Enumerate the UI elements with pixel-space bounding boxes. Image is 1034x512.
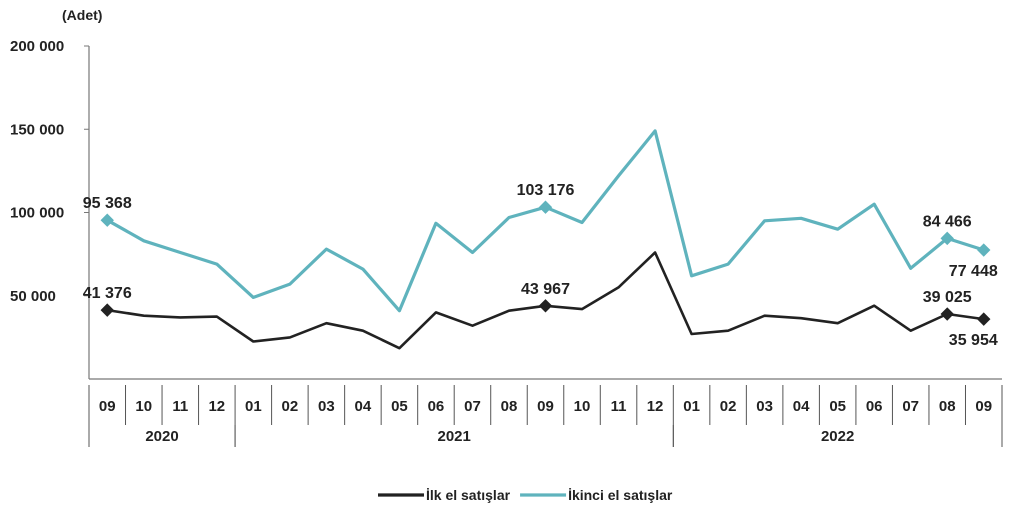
x-tick-label: 05 (391, 398, 408, 415)
data-label: 77 448 (949, 263, 998, 280)
y-tick-label: 50 000 (10, 288, 56, 305)
data-labels: 95 368 103 176 84 466 77 448 41 376 43 967 39 … (83, 182, 998, 349)
data-point-marker (538, 200, 553, 214)
x-tick-label: 06 (428, 398, 445, 415)
x-tick-label: 05 (829, 398, 846, 415)
x-tick-label: 07 (902, 398, 919, 415)
x-tick-label: 09 (99, 398, 116, 415)
year-label: 2022 (821, 428, 854, 445)
data-point-marker (977, 312, 991, 326)
data-label: 103 176 (517, 182, 575, 199)
legend-label: İlk el satışlar (426, 487, 511, 503)
data-label: 95 368 (83, 195, 132, 212)
x-tick-label: 06 (866, 398, 883, 415)
x-tick-label: 10 (574, 398, 591, 415)
series-lines (106, 129, 985, 350)
x-tick-label: 02 (282, 398, 299, 415)
x-tick-label: 01 (683, 398, 700, 415)
data-point-marker (538, 299, 553, 313)
data-label: 35 954 (949, 332, 998, 349)
x-tick-label: 04 (355, 398, 372, 415)
y-tick-label: 150 000 (10, 121, 64, 138)
data-point-marker (977, 243, 991, 257)
x-tick-label: 11 (172, 398, 188, 415)
x-tick-label: 12 (208, 398, 225, 415)
y-tick-label: 100 000 (10, 205, 64, 222)
legend-label: İkinci el satışlar (568, 487, 673, 503)
data-point-marker (940, 231, 954, 246)
x-tick-label: 12 (647, 398, 664, 415)
x-tick-label: 07 (464, 398, 481, 415)
x-tick-label: 11 (611, 398, 627, 415)
data-label: 84 466 (923, 213, 972, 230)
y-axis-ticks: 50 000 100 000 150 000 200 000 (10, 38, 89, 305)
legend: İlk el satışlar İkinci el satışlar (378, 487, 673, 503)
x-tick-label: 08 (939, 398, 956, 415)
year-label: 2020 (145, 428, 178, 445)
data-markers (100, 200, 991, 326)
x-tick-label: 10 (135, 398, 152, 415)
x-tick-label: 08 (501, 398, 518, 415)
x-tick-label: 09 (537, 398, 554, 415)
data-label: 41 376 (83, 285, 132, 302)
y-tick-label: 200 000 (10, 38, 64, 55)
x-axis: 09 10 11 12 01 02 03 04 05 06 07 08 09 10 11 12 01 02 03 04… (88, 385, 1003, 447)
y-axis-unit-label: (Adet) (62, 7, 102, 23)
data-point-marker (100, 303, 114, 317)
x-tick-label: 03 (318, 398, 335, 415)
data-point-marker (940, 307, 954, 321)
data-label: 39 025 (923, 289, 972, 306)
x-tick-label: 01 (245, 398, 262, 415)
year-label: 2021 (438, 428, 471, 445)
x-tick-label: 09 (975, 398, 992, 415)
data-label: 43 967 (521, 281, 570, 298)
x-tick-label: 02 (720, 398, 737, 415)
x-tick-label: 04 (793, 398, 810, 415)
data-point-marker (100, 213, 114, 227)
x-tick-label: 03 (756, 398, 773, 415)
